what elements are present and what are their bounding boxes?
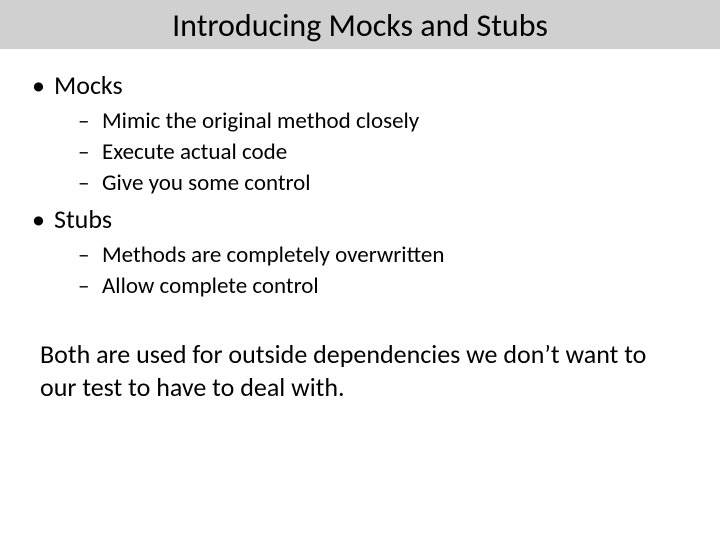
slide: Introducing Mocks and Stubs Mocks Mimic … — [0, 0, 720, 540]
bullet-level1: Stubs — [28, 203, 692, 235]
bullet-level2: Give you some control — [28, 169, 692, 197]
bullet-level2: Methods are completely overwritten — [28, 241, 692, 269]
bullet-level2: Execute actual code — [28, 138, 692, 166]
title-bar: Introducing Mocks and Stubs — [0, 0, 720, 49]
bullet-level2: Mimic the original method closely — [28, 107, 692, 135]
closing-text: Both are used for outside dependencies w… — [40, 338, 680, 403]
slide-title: Introducing Mocks and Stubs — [0, 6, 720, 45]
bullet-level2: Allow complete control — [28, 272, 692, 300]
slide-content: Mocks Mimic the original method closely … — [0, 49, 720, 403]
bullet-level1: Mocks — [28, 69, 692, 101]
